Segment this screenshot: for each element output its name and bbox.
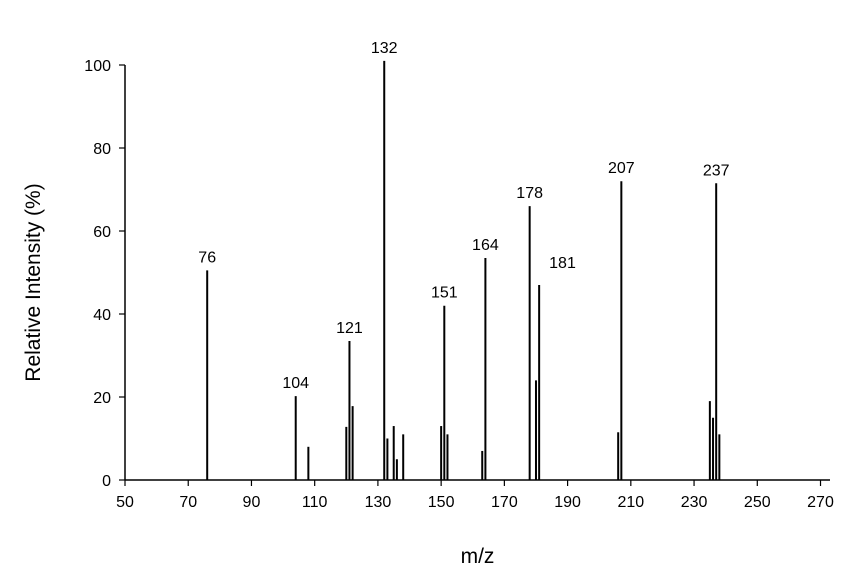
peak-label: 151 [431, 285, 458, 302]
y-axis-ticks: 0 20 40 60 80 100 [84, 58, 125, 490]
peak-label: 132 [371, 40, 398, 57]
peak-annotations: 76 104 121 132 151 164 178 181 207 237 [198, 40, 729, 392]
x-tick-label: 230 [681, 494, 708, 511]
peak-bars [206, 60, 721, 480]
x-tick-label: 150 [428, 494, 455, 511]
x-tick-label: 250 [744, 494, 771, 511]
x-tick-label: 190 [554, 494, 581, 511]
x-axis-title: m/z [461, 545, 495, 568]
peak-label: 237 [703, 162, 730, 179]
x-tick-label: 270 [807, 494, 834, 511]
peak-label: 76 [198, 249, 216, 266]
x-tick-label: 90 [243, 494, 261, 511]
y-tick-label: 80 [93, 141, 111, 158]
x-tick-label: 50 [116, 494, 134, 511]
y-tick-label: 20 [93, 390, 111, 407]
y-axis-title: Relative Intensity (%) [22, 183, 45, 381]
y-tick-label: 40 [93, 307, 111, 324]
x-tick-label: 130 [365, 494, 392, 511]
y-tick-label: 60 [93, 224, 111, 241]
y-tick-label: 0 [102, 473, 111, 490]
x-tick-label: 170 [491, 494, 518, 511]
peak-label: 121 [336, 320, 363, 337]
x-tick-label: 210 [617, 494, 644, 511]
x-tick-label: 70 [179, 494, 197, 511]
x-axis-ticks: 50 70 90 110 130 150 170 190 210 230 250 270 [116, 480, 834, 511]
peak-label: 207 [608, 160, 635, 177]
y-tick-label: 100 [84, 58, 111, 75]
peak-label: 181 [549, 255, 576, 272]
x-tick-label: 110 [302, 494, 328, 511]
peak-label: 164 [472, 237, 499, 254]
peak-label: 178 [516, 185, 543, 202]
peak-label: 104 [282, 375, 309, 392]
